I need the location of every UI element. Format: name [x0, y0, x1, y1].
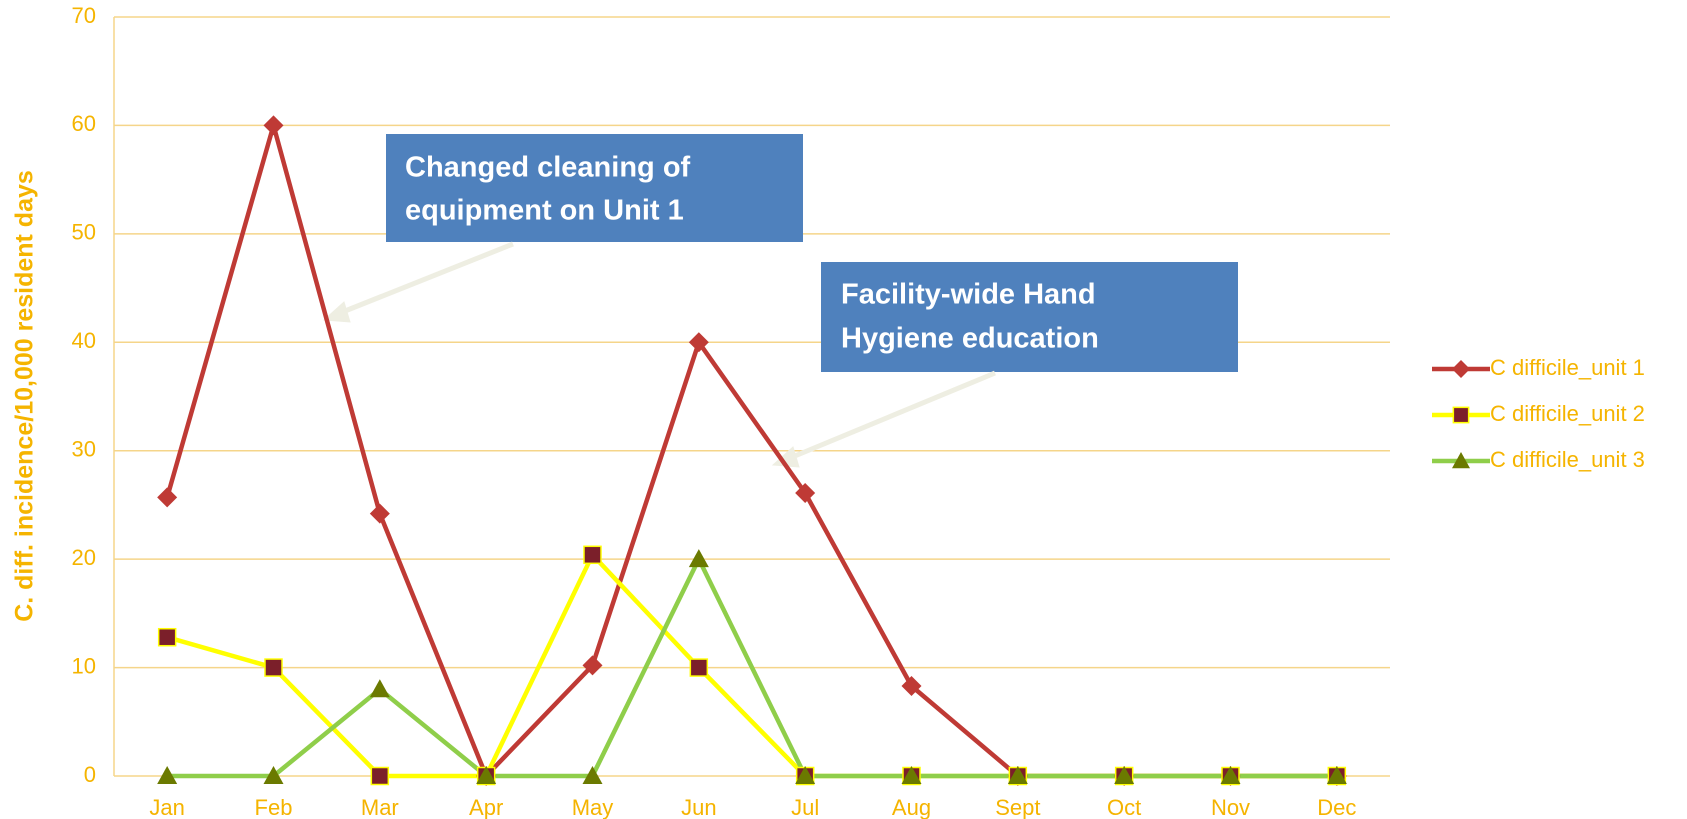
legend-label: C difficile_unit 2 — [1490, 401, 1645, 426]
annotation-arrow — [322, 241, 514, 323]
y-axis-label: C. diff. incidence/10,000 resident days — [11, 170, 39, 622]
marker — [264, 658, 283, 677]
y-tick-label: 30 — [72, 437, 96, 462]
marker — [263, 766, 284, 784]
x-tick-label: May — [572, 795, 614, 819]
marker — [157, 627, 177, 647]
x-tick-label: Sept — [995, 795, 1040, 819]
series-line — [167, 556, 1337, 779]
marker — [1007, 766, 1028, 784]
x-tick-label: Jun — [681, 795, 716, 819]
marker — [157, 766, 178, 784]
marker — [1114, 766, 1135, 784]
marker — [795, 483, 816, 504]
marker — [795, 766, 816, 784]
annotation-box — [386, 134, 803, 242]
x-tick-label: Dec — [1317, 795, 1356, 819]
annotation-text: equipment on Unit 1 — [405, 195, 684, 227]
grid — [114, 16, 1390, 777]
marker — [476, 766, 497, 784]
marker — [688, 332, 709, 353]
marker — [582, 655, 603, 676]
x-tick-label: Aug — [892, 795, 931, 819]
marker — [688, 549, 709, 568]
annotation-text: Changed cleaning of — [405, 152, 691, 184]
x-tick-label: Jul — [791, 795, 819, 819]
marker — [370, 766, 390, 786]
marker — [1326, 766, 1347, 784]
annotation-arrow — [771, 370, 996, 468]
legend-label: C difficile_unit 3 — [1490, 447, 1645, 472]
annotation-box — [821, 262, 1238, 372]
x-tick-label: Mar — [361, 795, 399, 819]
marker — [901, 766, 922, 784]
x-tick-label: Oct — [1107, 795, 1141, 819]
legend-entry: C difficile_unit 3 — [1432, 447, 1645, 472]
legend-marker — [1452, 406, 1470, 424]
y-tick-label: 10 — [72, 653, 96, 678]
marker — [263, 115, 284, 136]
annotation-text: Facility-wide Hand — [841, 279, 1096, 311]
marker — [157, 487, 178, 508]
x-tick-label: Feb — [255, 795, 293, 819]
marker — [369, 503, 390, 524]
annotation-text: Hygiene education — [841, 323, 1099, 355]
legend-entry: C difficile_unit 2 — [1432, 401, 1645, 426]
legend-label: C difficile_unit 1 — [1490, 355, 1645, 380]
y-tick-label: 70 — [72, 3, 96, 28]
legend-entry: C difficile_unit 1 — [1432, 355, 1645, 380]
marker — [369, 679, 390, 698]
marker — [901, 676, 922, 697]
marker — [583, 545, 602, 565]
marker — [689, 658, 709, 677]
legend-marker — [1452, 452, 1470, 469]
legend-marker — [1452, 360, 1470, 378]
y-tick-label: 0 — [84, 762, 96, 787]
y-tick-label: 40 — [72, 328, 96, 353]
x-tick-label: Apr — [469, 795, 503, 819]
y-tick-label: 20 — [72, 545, 96, 570]
marker — [1220, 766, 1241, 784]
y-tick-label: 50 — [72, 220, 96, 245]
x-tick-label: Jan — [149, 795, 184, 819]
y-tick-label: 60 — [72, 111, 96, 136]
x-tick-label: Nov — [1211, 795, 1250, 819]
marker — [582, 766, 603, 784]
